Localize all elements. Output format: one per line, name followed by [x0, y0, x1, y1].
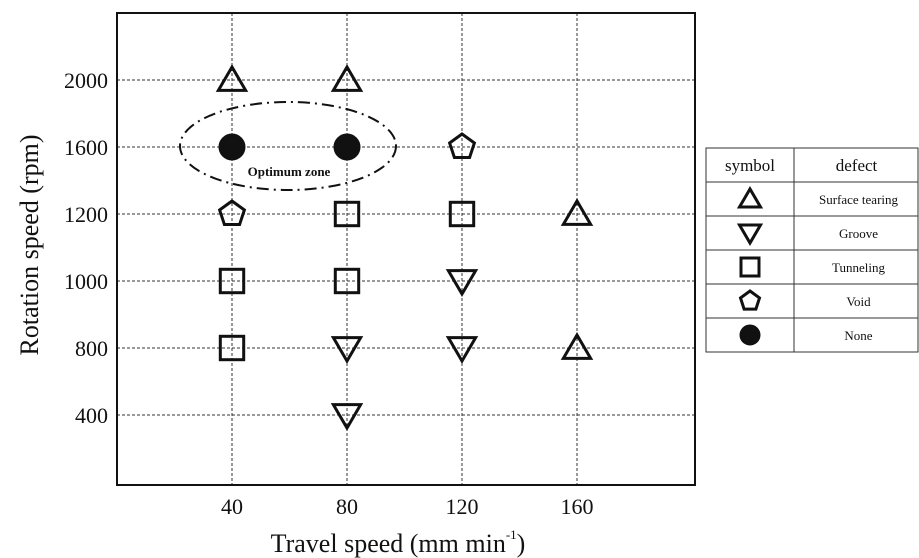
legend-label: Surface tearing — [819, 192, 899, 207]
plot-frame — [116, 12, 696, 486]
point-groove — [445, 269, 479, 297]
x-tick-label: 120 — [446, 494, 479, 519]
point-tunneling — [218, 267, 246, 295]
point-groove — [330, 336, 364, 364]
y-tick-label: 400 — [75, 403, 108, 428]
point-tunneling — [448, 200, 476, 228]
legend-label: Void — [846, 294, 871, 309]
legend-label: None — [844, 328, 872, 343]
point-groove — [330, 403, 364, 431]
y-tick-label: 1200 — [64, 202, 108, 227]
legend-marker — [739, 256, 761, 278]
point-void — [217, 199, 247, 226]
point-tunneling — [333, 200, 361, 228]
point-surface-tearing — [560, 198, 594, 226]
legend-label: Tunneling — [832, 260, 885, 275]
point-surface-tearing — [330, 64, 364, 92]
point-none — [218, 133, 246, 161]
legend-header-symbol: symbol — [725, 156, 775, 175]
y-tick-label: 1600 — [64, 135, 108, 160]
legend-header-defect: defect — [836, 156, 878, 175]
point-none — [333, 133, 361, 161]
point-surface-tearing — [560, 332, 594, 360]
point-tunneling — [333, 267, 361, 295]
y-tick-label: 800 — [75, 336, 108, 361]
y-tick-labels: 2000 1600 1200 1000 800 400 — [64, 68, 108, 428]
point-groove — [445, 336, 479, 364]
x-axis-label: Travel speed (mm min-1) — [271, 527, 526, 558]
gridlines — [117, 13, 695, 485]
data-points — [215, 64, 594, 431]
x-tick-label: 80 — [336, 494, 358, 519]
legend: symbol defect Surface tearing Groove Tunneli… — [705, 147, 919, 353]
optimum-zone-ellipse — [179, 101, 397, 191]
x-tick-label: 40 — [221, 494, 243, 519]
x-tick-label: 160 — [561, 494, 594, 519]
point-void — [447, 132, 477, 159]
legend-marker — [738, 289, 762, 311]
y-tick-label: 2000 — [64, 68, 108, 93]
y-axis-label: Rotation speed (rpm) — [15, 135, 44, 356]
point-tunneling — [218, 334, 246, 362]
optimum-zone-label: Optimum zone — [248, 164, 331, 179]
legend-marker — [739, 324, 761, 346]
y-tick-label: 1000 — [64, 269, 108, 294]
point-surface-tearing — [215, 64, 249, 92]
legend-marker — [736, 223, 764, 246]
x-tick-labels: 40 80 120 160 — [221, 494, 594, 519]
legend-label: Groove — [839, 226, 878, 241]
legend-marker — [736, 186, 764, 209]
